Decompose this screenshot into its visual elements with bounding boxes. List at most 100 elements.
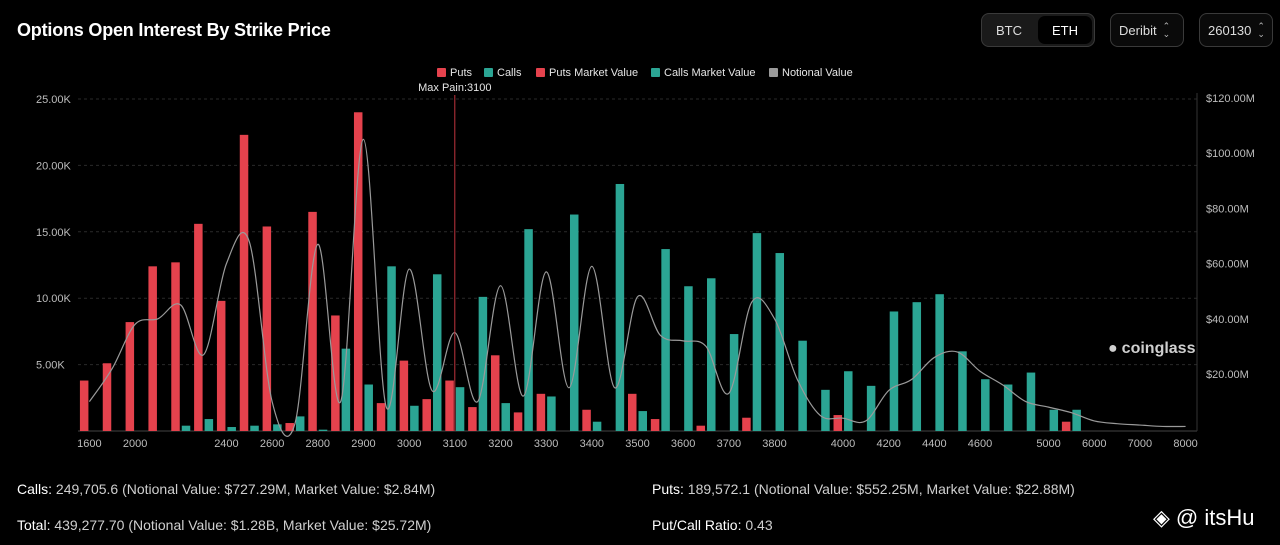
put-bar xyxy=(102,363,112,431)
coin-toggle[interactable]: BTC ETH xyxy=(981,13,1095,47)
y-right-tick-label: $80.00M xyxy=(1206,203,1249,215)
call-bar xyxy=(569,214,579,431)
x-tick-label: 6000 xyxy=(1082,438,1106,450)
put-bar xyxy=(742,417,751,431)
call-bar xyxy=(798,340,807,431)
legend-label: Calls xyxy=(497,67,522,79)
call-bar xyxy=(455,387,465,431)
call-bar xyxy=(295,416,305,431)
call-bar xyxy=(1049,409,1059,431)
x-tick-label: 2400 xyxy=(214,438,238,450)
puts-label: Puts: xyxy=(652,481,684,497)
max-pain-label: Max Pain:3100 xyxy=(418,82,491,94)
x-tick-label: 3100 xyxy=(443,438,467,450)
put-bar xyxy=(1061,421,1071,431)
eth-tab[interactable]: ETH xyxy=(1038,16,1092,44)
call-bar xyxy=(524,229,533,431)
author-watermark: ◈ @ itsHu xyxy=(1153,505,1255,531)
put-bar xyxy=(445,380,454,431)
put-bar xyxy=(513,412,523,431)
x-tick-label: 3400 xyxy=(580,438,604,450)
coinglass-logo-icon: ● xyxy=(1108,340,1118,357)
ratio-summary: Put/Call Ratio: 0.43 xyxy=(652,517,773,533)
x-tick-label: 3000 xyxy=(397,438,421,450)
calls-label: Calls: xyxy=(17,481,53,497)
x-tick-label: 2000 xyxy=(123,438,147,450)
call-bar xyxy=(1026,372,1036,431)
x-tick-label: 3600 xyxy=(671,438,695,450)
put-bar xyxy=(353,112,363,431)
call-bar xyxy=(821,389,830,431)
x-tick-label: 4200 xyxy=(876,438,900,450)
call-bar xyxy=(387,266,396,431)
updown-chevron-icon: ⌃ ⌄ xyxy=(1257,21,1265,39)
page-title: Options Open Interest By Strike Price xyxy=(17,20,331,40)
notional-value-line xyxy=(88,138,1186,437)
call-bar xyxy=(752,233,762,431)
x-tick-label: 8000 xyxy=(1173,438,1197,450)
x-tick-label: 5000 xyxy=(1036,438,1060,450)
expiry-value: 260130 xyxy=(1208,22,1252,38)
x-tick-label: 2900 xyxy=(351,438,375,450)
put-bar xyxy=(194,223,203,431)
calls-summary: Calls: 249,705.6 (Notional Value: $727.2… xyxy=(17,481,435,497)
put-bar xyxy=(148,266,157,431)
call-bar xyxy=(615,183,625,431)
x-tick-label: 3700 xyxy=(717,438,741,450)
call-bar xyxy=(341,348,351,431)
call-bar xyxy=(638,411,647,431)
put-bar xyxy=(582,409,591,431)
legend-swatch xyxy=(437,68,446,77)
legend-label: Puts xyxy=(450,67,473,79)
call-bar xyxy=(844,371,853,431)
call-bar xyxy=(318,429,328,431)
call-bar xyxy=(273,424,282,431)
btc-tab[interactable]: BTC xyxy=(996,22,1022,38)
call-bar xyxy=(775,253,785,431)
put-bar xyxy=(171,262,180,431)
put-bar xyxy=(650,419,660,431)
put-bar xyxy=(399,360,409,431)
put-bar xyxy=(262,226,272,431)
legend-label: Notional Value xyxy=(782,67,853,79)
y-right-tick-label: $100.00M xyxy=(1206,148,1255,160)
puts-value: 189,572.1 (Notional Value: $552.25M, Mar… xyxy=(687,481,1075,497)
call-bar xyxy=(1072,409,1081,431)
call-bar xyxy=(889,311,899,431)
call-bar xyxy=(912,302,922,431)
y-left-tick-label: 15.00K xyxy=(36,227,72,239)
put-bar xyxy=(833,415,843,431)
put-bar xyxy=(285,423,294,431)
total-label: Total: xyxy=(17,517,51,533)
y-left-tick-label: 5.00K xyxy=(36,360,65,372)
y-right-tick-label: $60.00M xyxy=(1206,259,1249,271)
call-bar xyxy=(227,427,236,431)
legend-swatch xyxy=(536,68,545,77)
call-bar xyxy=(410,405,419,431)
call-bar xyxy=(661,249,670,431)
call-bar xyxy=(958,351,967,431)
call-bar xyxy=(684,286,693,431)
y-left-tick-label: 20.00K xyxy=(36,160,72,172)
legend-swatch xyxy=(769,68,778,77)
put-bar xyxy=(331,315,340,431)
exchange-select[interactable]: Deribit ⌃ ⌄ xyxy=(1110,13,1184,47)
put-bar xyxy=(308,211,317,431)
call-bar xyxy=(729,334,739,431)
call-bar xyxy=(981,379,990,431)
put-bar xyxy=(490,355,500,431)
legend-swatch xyxy=(484,68,493,77)
expiry-select[interactable]: 260130 ⌃ ⌄ xyxy=(1199,13,1273,47)
x-tick-label: 3200 xyxy=(488,438,512,450)
put-bar xyxy=(376,403,386,431)
call-bar xyxy=(364,384,373,431)
put-bar xyxy=(696,425,706,431)
x-tick-label: 2600 xyxy=(260,438,284,450)
call-bar xyxy=(478,296,488,431)
call-bar xyxy=(432,274,442,431)
calls-value: 249,705.6 (Notional Value: $727.29M, Mar… xyxy=(55,481,436,497)
coinglass-watermark: ● coinglass xyxy=(1108,340,1195,358)
x-tick-label: 4000 xyxy=(831,438,855,450)
puts-summary: Puts: 189,572.1 (Notional Value: $552.25… xyxy=(652,481,1075,497)
put-bar xyxy=(628,393,637,431)
